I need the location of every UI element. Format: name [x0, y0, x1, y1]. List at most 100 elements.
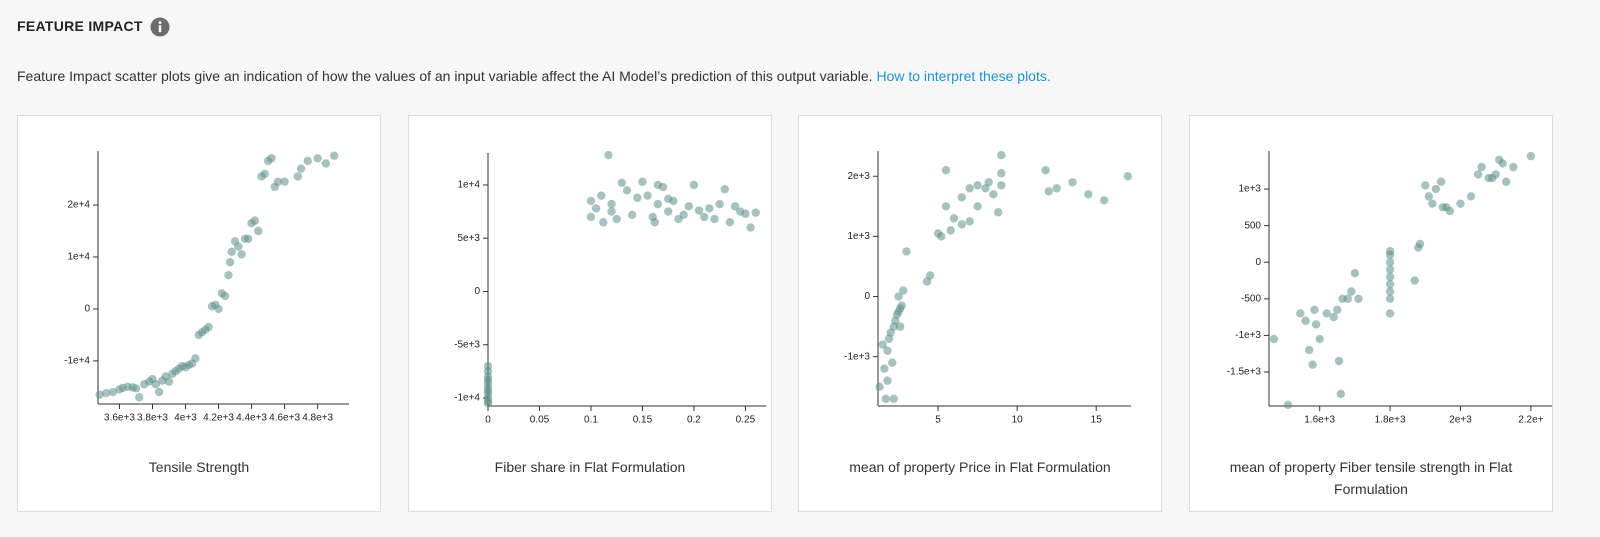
scatter-point: [597, 191, 606, 200]
scatter-point: [888, 358, 897, 367]
scatter-point: [313, 154, 322, 163]
x-tick-label: 0.05: [530, 415, 550, 426]
scatter-point: [1526, 151, 1536, 161]
scatter-point: [1424, 192, 1434, 201]
scatter-point: [586, 212, 596, 222]
scatter-point: [1385, 265, 1395, 274]
x-tick-label: 4.6e+3: [269, 413, 300, 424]
x-axis-label: mean of property Fiber tensile strength …: [1229, 459, 1513, 497]
scatter-point: [296, 164, 306, 173]
scatter-point: [1315, 334, 1324, 344]
scatter-point: [1445, 206, 1455, 216]
scatter-point: [586, 196, 596, 206]
scatter-point: [1502, 177, 1511, 186]
scatter-point: [224, 270, 233, 280]
x-tick-label: 1.6e+3: [1304, 415, 1335, 426]
scatter-point: [234, 242, 243, 251]
scatter-point: [1308, 360, 1317, 369]
scatter-point: [883, 376, 892, 385]
x-tick-label: 5: [935, 415, 941, 426]
scatter-point: [237, 250, 246, 259]
scatter-point: [1311, 320, 1321, 329]
scatter-point: [164, 377, 174, 386]
scatter-point: [653, 180, 663, 190]
scatter-point: [1354, 294, 1363, 304]
scatter-chart: -1.5e+3 -1e+3 -500 0 500 1e+3 1.6e+3 1.8e+3 2e+3…: [1227, 151, 1552, 426]
scatter-point: [607, 207, 616, 216]
chart-card: -1e+4 0 1e+4 2e+4 3.6e+3 3.8e+3 4e+3 4.2e+3 4.4e…: [17, 115, 381, 512]
scatter-point: [227, 247, 236, 256]
info-icon[interactable]: [150, 17, 170, 37]
scatter-point: [617, 178, 627, 188]
scatter-point: [700, 212, 709, 222]
scatter-point: [225, 257, 235, 267]
scatter-point: [483, 399, 493, 408]
y-tick-label: 0: [864, 291, 870, 302]
x-tick-label: 15: [1091, 415, 1103, 426]
x-tick-label: 2e+3: [1449, 415, 1472, 426]
section-title: FEATURE IMPACT: [17, 18, 143, 34]
scatter-point: [1410, 276, 1419, 285]
scatter-point: [880, 364, 889, 373]
scatter-point: [973, 202, 982, 211]
x-axis-label: Fiber share in Flat Formulation: [494, 459, 686, 475]
scatter-point: [1347, 287, 1356, 296]
scatter-point: [135, 393, 144, 402]
scatter-point: [1436, 177, 1446, 186]
scatter-point: [1385, 279, 1395, 289]
scatter-point: [997, 151, 1006, 160]
scatter-point: [1415, 239, 1425, 249]
description: Feature Impact scatter plots give an ind…: [17, 68, 1051, 84]
x-tick-label: 2.2e+: [1518, 415, 1543, 426]
scatter-point: [689, 180, 699, 190]
scatter-point: [1343, 294, 1353, 304]
x-tick-label: 3.6e+3: [104, 413, 135, 424]
scatter-point: [663, 194, 673, 204]
scatter-point: [151, 380, 160, 389]
scatter-point: [957, 193, 967, 202]
scatter-point: [293, 172, 303, 181]
scatter-point: [1385, 258, 1395, 267]
scatter-point: [746, 223, 755, 232]
scatter-point: [984, 178, 993, 187]
scatter-point: [273, 177, 283, 186]
x-tick-label: 0.2: [687, 415, 701, 426]
scatter-point: [329, 151, 339, 160]
scatter-point: [591, 204, 601, 213]
scatter-point: [902, 247, 911, 256]
scatter-point: [1296, 309, 1305, 318]
scatter-point: [881, 394, 891, 403]
scatter-point: [1509, 162, 1518, 172]
scatter-point: [321, 159, 331, 168]
scatter-point: [957, 220, 967, 229]
x-tick-label: 4.2e+3: [203, 413, 234, 424]
scatter-point: [1304, 345, 1314, 355]
x-tick-label: 4.4e+3: [236, 413, 267, 424]
scatter-point: [599, 218, 608, 227]
scatter-point: [1350, 268, 1360, 278]
scatter-point: [705, 204, 714, 213]
scatter-point: [638, 177, 647, 186]
scatter-point: [1283, 400, 1293, 410]
scatter-point: [949, 214, 959, 223]
scatter-point: [1421, 181, 1430, 190]
scatter-point: [214, 304, 223, 314]
scatter-point: [204, 322, 213, 332]
scatter-point: [1041, 166, 1050, 175]
scatter-point: [191, 354, 200, 363]
scatter-point: [1044, 187, 1053, 196]
description-text: Feature Impact scatter plots give an ind…: [17, 68, 873, 84]
scatter-point: [1484, 173, 1493, 183]
y-tick-label: 1e+4: [67, 252, 90, 263]
scatter-point: [946, 226, 955, 235]
scatter-point: [997, 181, 1006, 190]
scatter-point: [720, 185, 730, 194]
scatter-point: [937, 232, 946, 241]
scatter-point: [260, 169, 269, 179]
help-link[interactable]: How to interpret these plots.: [876, 68, 1051, 84]
scatter-point: [1322, 309, 1331, 318]
scatter-point: [102, 388, 111, 398]
scatter-point: [622, 186, 632, 195]
scatter-point: [993, 208, 1003, 217]
